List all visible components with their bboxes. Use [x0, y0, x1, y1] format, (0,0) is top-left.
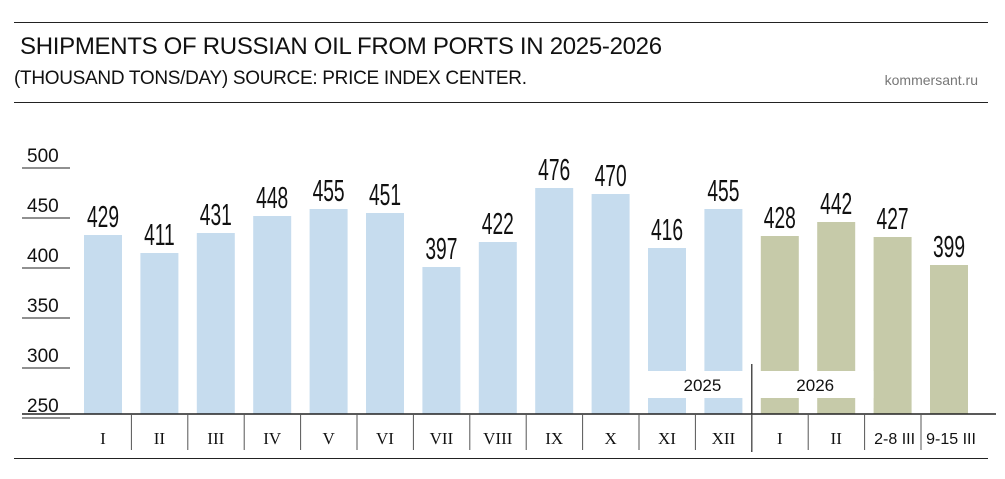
year-label-2026: 2026: [796, 376, 834, 395]
bar-value-label: 470: [595, 160, 627, 194]
y-tick-label: 300: [27, 346, 59, 367]
x-tick-label: 2-8 III: [874, 431, 915, 448]
bar-value-label: 427: [877, 203, 909, 237]
bar: [422, 267, 461, 414]
bar-value-label: 455: [707, 175, 739, 209]
x-tick-label: III: [207, 429, 224, 448]
bar-value-label: 455: [313, 175, 345, 209]
x-tick-label: II: [154, 429, 166, 448]
bar: [196, 233, 235, 414]
bar-value-label: 431: [200, 199, 232, 233]
year-band: [644, 371, 761, 398]
x-tick-label: V: [322, 429, 335, 448]
bar-value-label: 451: [369, 179, 401, 213]
year-label-2025: 2025: [683, 376, 721, 395]
y-tick-label: 400: [27, 246, 59, 267]
x-tick-label: VIII: [483, 429, 513, 448]
year-band: [756, 371, 874, 398]
x-tick-label: XII: [712, 429, 736, 448]
x-tick-label: XI: [658, 429, 676, 448]
bar: [253, 216, 292, 414]
y-tick-label: 450: [27, 196, 59, 217]
bar-value-label: 422: [482, 208, 514, 242]
site-credit: kommersant.ru: [884, 72, 978, 88]
bar: [591, 194, 630, 414]
x-tick-label: II: [831, 429, 843, 448]
x-tick-label: VI: [376, 429, 394, 448]
x-tick-label: I: [100, 429, 106, 448]
bar-value-label: 429: [87, 201, 119, 235]
bar-value-label: 399: [933, 231, 965, 265]
bar-value-label: 448: [256, 182, 288, 216]
bar-value-label: 476: [538, 154, 570, 188]
x-tick-label: I: [777, 429, 783, 448]
bar-value-label: 442: [820, 188, 852, 222]
x-tick-label: 9-15 III: [926, 431, 976, 448]
y-tick-label: 250: [27, 396, 59, 417]
bar-value-label: 411: [144, 219, 175, 253]
bar: [535, 188, 574, 414]
bar-value-label: 416: [651, 214, 683, 248]
bar-value-label: 397: [425, 233, 457, 267]
x-tick-label: IX: [545, 429, 563, 448]
y-tick-label: 350: [27, 296, 59, 317]
top-rule: [14, 22, 988, 23]
chart-title: SHIPMENTS OF RUSSIAN OIL FROM PORTS IN 2…: [20, 33, 662, 60]
bar-value-label: 428: [764, 202, 796, 236]
bar: [478, 242, 517, 414]
bar: [366, 213, 404, 414]
header-rule: [14, 102, 988, 103]
bar: [873, 237, 912, 414]
y-tick-label: 500: [27, 146, 59, 167]
bar: [84, 235, 122, 414]
x-tick-label: IV: [263, 429, 282, 448]
x-tick-label: VII: [430, 429, 454, 448]
bar: [140, 253, 179, 414]
x-tick-label: X: [604, 429, 616, 448]
bottom-rule: [14, 458, 988, 459]
bar: [930, 265, 968, 414]
chart-subtitle: (THOUSAND TONS/DAY) SOURCE: PRICE INDEX …: [14, 68, 527, 89]
bar: [309, 209, 348, 414]
